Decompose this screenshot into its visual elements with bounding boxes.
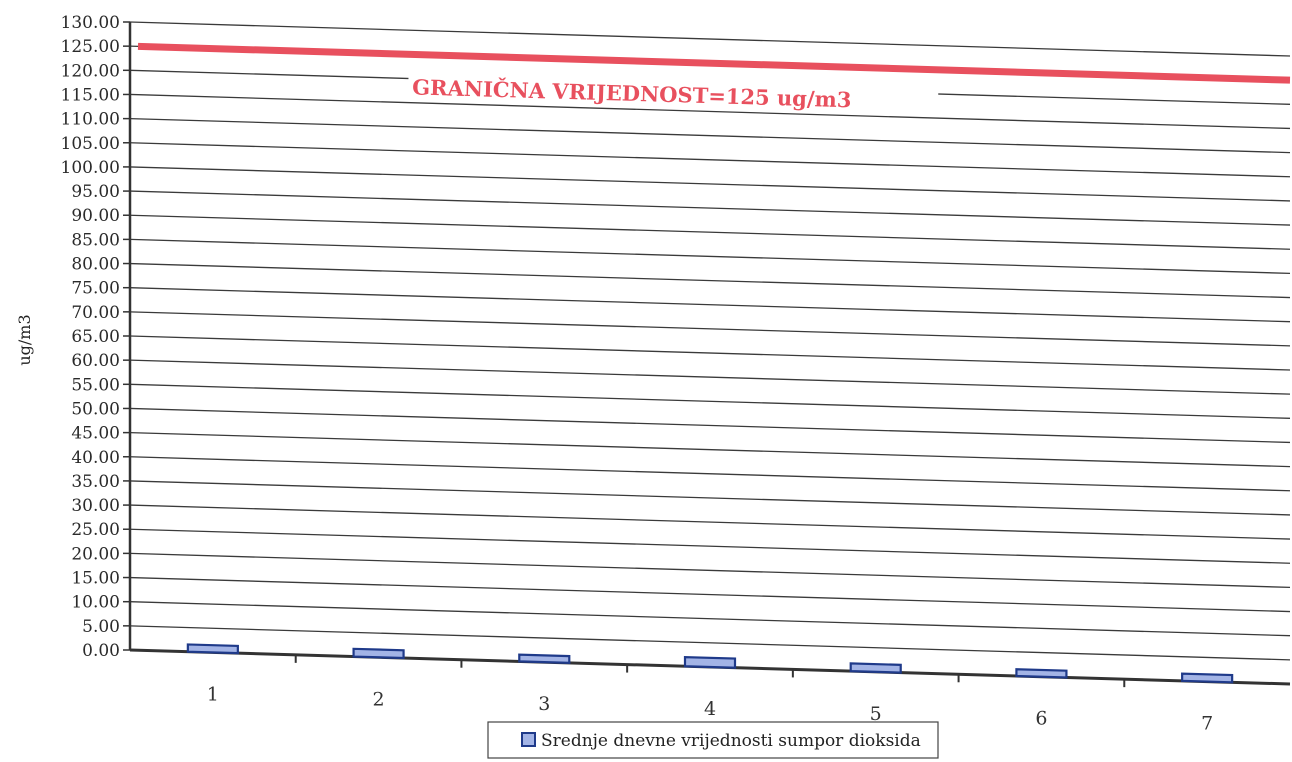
x-tick-label: 4 (704, 698, 716, 720)
gridline (129, 456, 1291, 492)
x-ticks (294, 654, 1126, 688)
gridlines (123, 21, 1291, 661)
gridline (129, 528, 1291, 564)
y-tick-label: 100.00 (61, 158, 120, 178)
y-tick-label: 90.00 (71, 206, 120, 226)
gridline (129, 21, 1291, 57)
y-tick-label: 15.00 (71, 569, 120, 589)
legend-box (487, 721, 939, 759)
y-tick-labels: 0.00 5.00 10.00 15.00 20.00 25.00 30.00 35.00 40… (61, 13, 120, 661)
y-tick-label: 45.00 (71, 424, 120, 444)
gridline (129, 480, 1291, 516)
bar (352, 647, 405, 660)
y-tick-label: 0.00 (82, 641, 120, 661)
y-tick-label: 10.00 (71, 593, 120, 613)
bar (849, 662, 902, 674)
y-tick-label: 105.00 (61, 134, 120, 154)
y-tick-label: 35.00 (71, 472, 120, 492)
y-axis-label: ug/m3 (15, 314, 34, 365)
gridline (129, 625, 1291, 661)
legend-swatch (521, 732, 536, 747)
gridline (129, 287, 1291, 323)
gridline (129, 383, 1291, 419)
bar (518, 653, 571, 665)
gridline (129, 431, 1291, 468)
gridline (129, 311, 1291, 347)
gridline (129, 214, 1291, 250)
bar (683, 655, 737, 669)
y-tick-label: 5.00 (82, 617, 120, 637)
y-tick-label: 25.00 (71, 520, 120, 540)
y-tick-label: 50.00 (71, 399, 120, 419)
bar (186, 643, 239, 655)
gridline (129, 117, 1291, 154)
y-tick-label: 110.00 (61, 110, 120, 130)
gridline (129, 601, 1291, 637)
bar (1181, 672, 1234, 684)
y-tick-label: 95.00 (71, 182, 120, 202)
gridline (129, 166, 1291, 202)
y-tick-label: 75.00 (71, 279, 120, 299)
y-tick-label: 40.00 (71, 448, 120, 468)
gridline (129, 262, 1291, 299)
y-tick-label: 20.00 (71, 544, 120, 564)
gridline (129, 190, 1291, 226)
y-tick-label: 130.00 (61, 13, 120, 33)
legend-label: Srednje dnevne vrijednosti sumpor dioksi… (541, 731, 921, 751)
x-tick-label: 2 (373, 688, 385, 710)
y-tick-label: 125.00 (61, 37, 120, 57)
y-tick-label: 85.00 (71, 230, 120, 250)
x-tick-label: 7 (1201, 713, 1213, 735)
x-tick-label: 3 (538, 693, 550, 715)
y-tick-label: 65.00 (71, 327, 120, 347)
x-tick-label: 5 (870, 703, 882, 725)
gridline (129, 552, 1291, 589)
gridline (129, 359, 1291, 395)
gridline (129, 504, 1291, 540)
bar (1015, 668, 1068, 679)
category-labels: 1 2 3 4 5 6 7 (207, 683, 1213, 734)
bars (186, 643, 1234, 684)
gridline (129, 407, 1291, 444)
y-tick-label: 115.00 (61, 85, 120, 105)
gridline (129, 93, 1291, 130)
x-tick-label: 6 (1035, 708, 1047, 730)
y-tick-label: 30.00 (71, 496, 120, 516)
limit-line (137, 42, 1291, 84)
gridline (129, 335, 1291, 371)
gridline (129, 576, 1291, 613)
y-tick-label: 120.00 (61, 61, 120, 81)
gridline (129, 142, 1291, 178)
y-tick-label: 80.00 (71, 255, 120, 275)
y-tick-label: 55.00 (71, 375, 120, 395)
gridline (129, 238, 1291, 275)
limit-label-background (407, 74, 939, 117)
y-tick-label: 70.00 (71, 303, 120, 323)
x-tick-label: 1 (207, 683, 219, 705)
legend: Srednje dnevne vrijednosti sumpor dioksi… (487, 721, 939, 759)
y-tick-label: 60.00 (71, 351, 120, 371)
